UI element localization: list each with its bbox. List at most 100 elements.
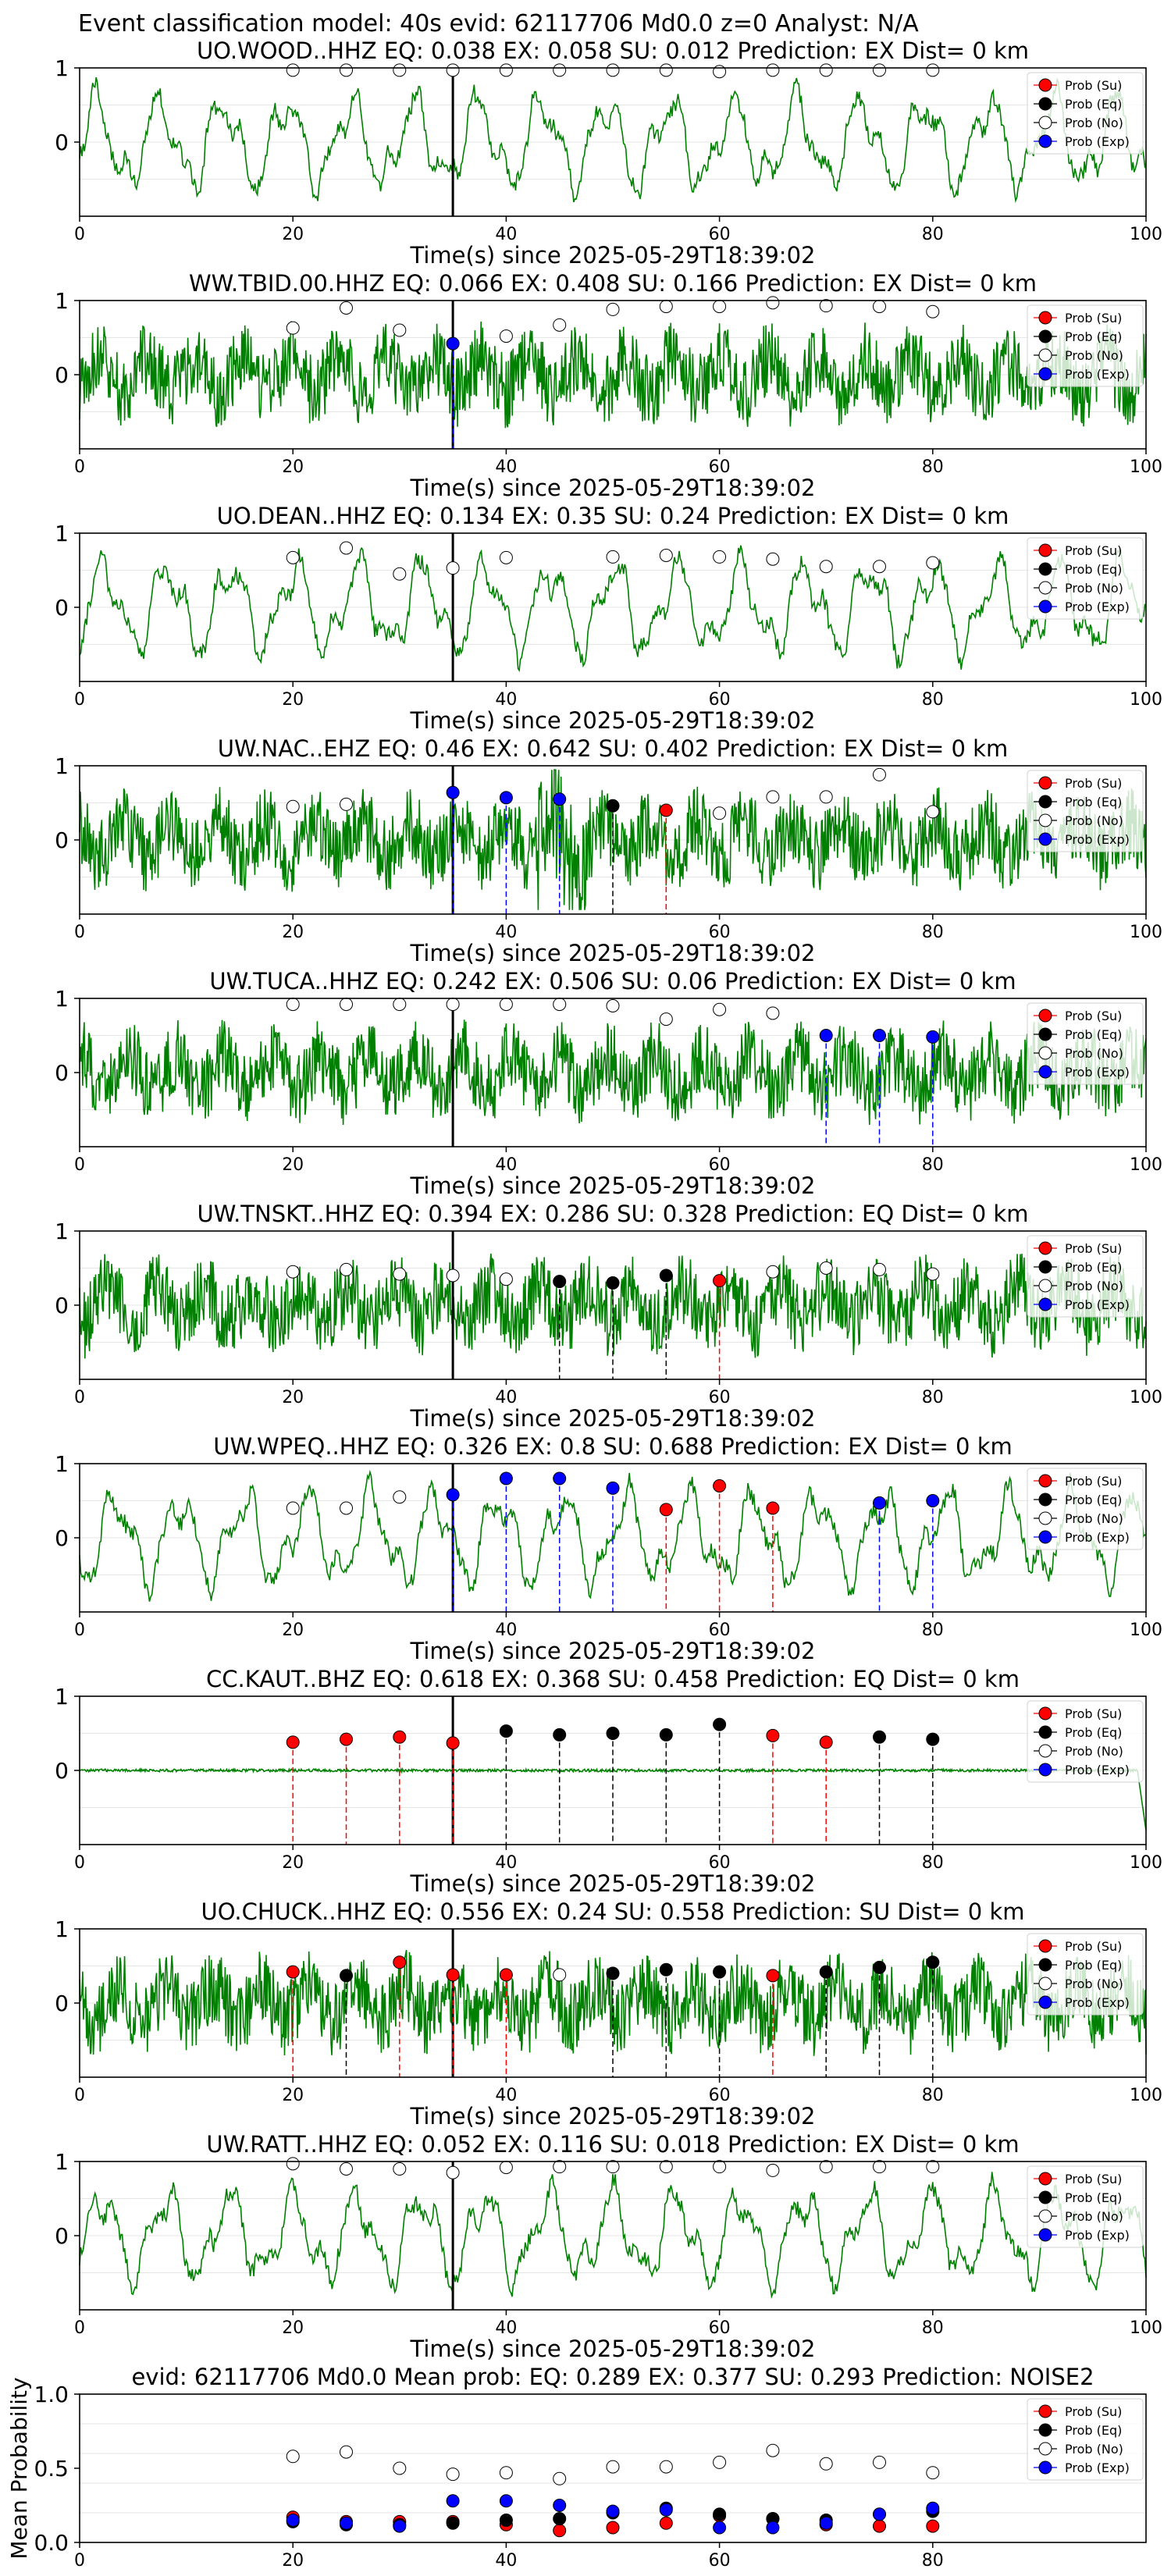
legend-marker	[1038, 329, 1052, 343]
panel-0: UO.WOOD..HHZ EQ: 0.038 EX: 0.058 SU: 0.0…	[55, 37, 1162, 269]
legend-marker	[1038, 1260, 1052, 1274]
legend-label: Prob (Su)	[1065, 311, 1122, 326]
prob-point-su	[446, 1736, 460, 1750]
mean-prob-point-eq	[713, 2507, 727, 2521]
prob-point-no	[659, 1012, 673, 1026]
prob-point-su	[713, 1479, 727, 1493]
prob-point-no	[819, 2160, 833, 2174]
legend-marker	[1038, 2423, 1052, 2437]
prob-point-no	[926, 805, 940, 819]
prob-point-no	[340, 541, 353, 555]
prob-point-no	[286, 63, 300, 77]
prob-point-exp	[926, 1494, 940, 1507]
prob-point-eq	[659, 1268, 673, 1283]
mean-prob-point-no	[606, 2460, 620, 2474]
legend-frame	[1027, 1468, 1144, 1550]
prob-point-eq	[713, 1965, 727, 1979]
prob-point-no	[340, 2162, 353, 2176]
x-axis-label: Time(s) since 2025-05-29T18:39:02	[410, 1405, 816, 1432]
panel-2: UO.DEAN..HHZ EQ: 0.134 EX: 0.35 SU: 0.24…	[55, 503, 1162, 734]
legend-label: Prob (Eq)	[1065, 97, 1122, 112]
x-axis-label: Time(s) since 2025-05-29T18:39:02	[410, 1172, 816, 1199]
mean-prob-point-exp	[713, 2521, 727, 2535]
prob-point-no	[286, 799, 300, 813]
x-tick-label: 100	[1130, 1155, 1162, 1175]
prob-point-exp	[499, 791, 513, 805]
mean-prob-point-eq	[553, 2512, 567, 2526]
legend-label: Prob (Eq)	[1065, 2423, 1122, 2438]
x-tick-label: 40	[495, 225, 517, 244]
legend-frame	[1027, 537, 1144, 620]
prob-point-no	[819, 1261, 833, 1275]
prob-point-su	[766, 1501, 780, 1515]
figure-suptitle: Event classification model: 40s evid: 62…	[78, 10, 919, 37]
y-tick-label: 0	[55, 130, 69, 155]
legend-marker	[1038, 1474, 1052, 1488]
mean-prob-point-su	[873, 2519, 886, 2533]
waveform-trace	[79, 76, 1147, 204]
y-axis-label: Mean Probability	[6, 2377, 32, 2559]
y-tick-label: 0	[55, 1991, 69, 2016]
prob-point-exp	[446, 1488, 460, 1502]
prob-point-eq	[873, 1960, 886, 1974]
legend: Prob (Su) Prob (Eq) Prob (No) Prob (Exp)	[1027, 1700, 1144, 1783]
x-axis-label: Time(s) since 2025-05-29T18:39:02	[410, 2103, 816, 2129]
legend-marker	[1038, 1976, 1052, 1991]
prob-point-no	[659, 549, 673, 562]
y-tick-label: 0.0	[34, 2530, 69, 2556]
x-tick-label: 100	[1130, 1388, 1162, 1407]
legend-label: Prob (Su)	[1065, 2404, 1122, 2419]
x-axis-label: Time(s) since 2025-05-29T18:39:02	[410, 1638, 816, 1664]
prob-point-no	[393, 323, 407, 337]
x-tick-label: 40	[495, 2318, 517, 2338]
mean-prob-point-no	[340, 2445, 353, 2459]
prob-point-no	[606, 2160, 620, 2174]
legend-marker	[1038, 832, 1052, 846]
x-tick-label: 60	[709, 1853, 731, 1873]
legend-label: Prob (Su)	[1065, 1474, 1122, 1489]
legend-label: Prob (No)	[1065, 2442, 1123, 2457]
prob-point-no	[340, 797, 353, 811]
prob-point-eq	[926, 1732, 940, 1746]
legend-label: Prob (Exp)	[1065, 600, 1130, 614]
legend-marker	[1038, 134, 1052, 148]
x-tick-label: 40	[495, 1388, 517, 1407]
x-tick-label: 40	[495, 1155, 517, 1175]
legend-frame	[1027, 1002, 1144, 1085]
panel-title: UW.TNSKT..HHZ EQ: 0.394 EX: 0.286 SU: 0.…	[198, 1201, 1029, 1227]
mean-prob-point-exp	[446, 2494, 460, 2508]
mean-prob-point-no	[446, 2467, 460, 2482]
prob-point-no	[606, 63, 620, 77]
legend-frame	[1027, 770, 1144, 852]
prob-point-exp	[873, 1496, 886, 1510]
mean-prob-point-su	[553, 2524, 567, 2538]
x-tick-label: 20	[282, 1388, 304, 1407]
prob-point-no	[393, 1267, 407, 1281]
x-tick-label: 80	[922, 1853, 944, 1873]
legend-frame	[1027, 304, 1144, 387]
x-tick-label: 60	[709, 1155, 731, 1175]
panel-8: UO.CHUCK..HHZ EQ: 0.556 EX: 0.24 SU: 0.5…	[55, 1898, 1162, 2129]
prob-point-no	[393, 63, 407, 77]
y-tick-label: 0	[55, 1758, 69, 1784]
waveform-trace	[79, 1019, 1147, 1126]
prob-point-no	[446, 1268, 460, 1283]
prob-point-su	[286, 1965, 300, 1979]
x-tick-label: 0	[74, 225, 85, 244]
mean-prob-point-exp	[286, 2514, 300, 2527]
prob-point-su	[659, 1503, 673, 1517]
x-tick-label: 60	[709, 923, 731, 942]
prob-point-su	[713, 1274, 727, 1288]
prob-point-eq	[606, 1276, 620, 1290]
x-tick-label: 100	[1130, 690, 1162, 710]
x-tick-label: 40	[495, 1853, 517, 1873]
legend-marker	[1038, 1744, 1052, 1758]
prob-point-no	[873, 2160, 886, 2174]
legend-label: Prob (Eq)	[1065, 1027, 1122, 1042]
prob-point-su	[766, 1728, 780, 1742]
prob-point-eq	[606, 1966, 620, 1980]
legend-marker	[1038, 600, 1052, 614]
legend-label: Prob (Exp)	[1065, 134, 1130, 149]
x-axis-label: Time(s) since 2025-05-29T18:39:02	[410, 707, 816, 734]
mean-prob-point-exp	[873, 2507, 886, 2521]
